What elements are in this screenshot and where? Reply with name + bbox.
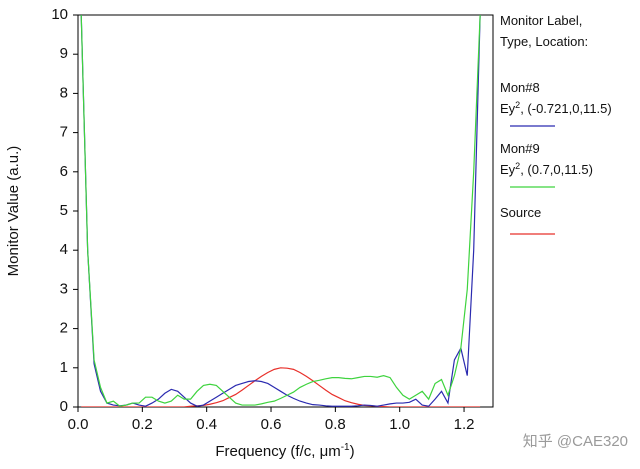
- y-tick-label: 5: [60, 202, 68, 219]
- x-label-end: ): [350, 443, 355, 460]
- y-tick-label: 10: [51, 6, 68, 23]
- watermark: 知乎 @CAE320: [523, 433, 628, 450]
- y-tick-label: 0: [60, 398, 68, 415]
- data-line: [80, 15, 481, 407]
- x-tick-label: 1.0: [389, 416, 410, 433]
- legend-details-exp: 2: [515, 161, 520, 171]
- y-tick-label: 9: [60, 45, 68, 62]
- y-tick-label: 3: [60, 280, 68, 297]
- legend-details: Ey2, (0.7,0,11.5): [500, 161, 593, 177]
- y-tick-label: 2: [60, 320, 68, 337]
- y-tick-label: 4: [60, 241, 68, 258]
- legend-details-rest: , (-0.721,0,11.5): [520, 101, 612, 116]
- x-tick-label: 0.6: [261, 416, 282, 433]
- legend-details-base: Ey: [500, 101, 516, 116]
- legend-details-rest: , (0.7,0,11.5): [520, 162, 593, 177]
- data-line: [80, 15, 481, 407]
- plot-frame: [77, 14, 494, 408]
- y-tick-label: 7: [60, 124, 68, 141]
- x-tick-label: 1.2: [454, 416, 475, 433]
- x-label-main: Frequency (f/c, μm: [215, 443, 340, 460]
- y-tick-label: 6: [60, 163, 68, 180]
- legend-name: Mon#9: [500, 141, 540, 156]
- legend-name: Mon#8: [500, 80, 540, 95]
- legend-details-exp: 2: [515, 100, 520, 110]
- data-line: [81, 367, 481, 407]
- legend-details: Ey2, (-0.721,0,11.5): [500, 100, 612, 116]
- x-tick-label: 0.2: [132, 416, 153, 433]
- y-tick-label: 8: [60, 84, 68, 101]
- x-label-exp: -1: [341, 442, 350, 453]
- legend-title: Monitor Label,: [500, 13, 582, 28]
- x-tick-label: 0.0: [68, 416, 89, 433]
- x-tick-label: 0.8: [325, 416, 346, 433]
- x-axis-label: Frequency (f/c, μm-1): [215, 442, 354, 460]
- x-tick-label: 0.4: [196, 416, 217, 433]
- legend-name: Source: [500, 205, 541, 220]
- legend-title: Type, Location:: [500, 34, 588, 49]
- plot-lines: [80, 15, 481, 407]
- legend-details-base: Ey: [500, 162, 516, 177]
- y-tick-label: 1: [60, 359, 68, 376]
- y-axis-label: Monitor Value (a.u.): [5, 146, 22, 277]
